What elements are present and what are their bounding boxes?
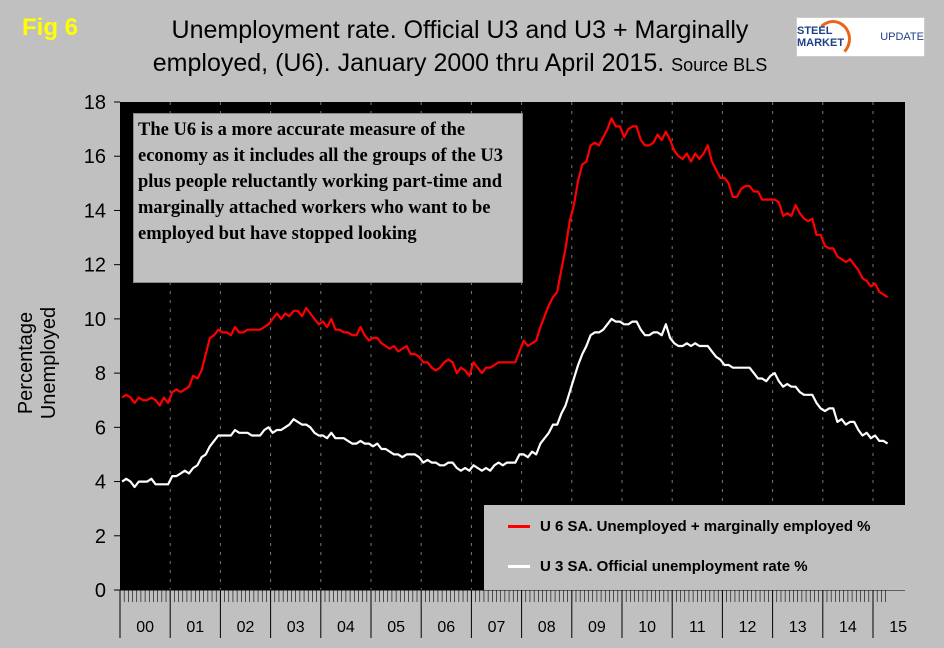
steel-market-update-logo: STEEL MARKET UPDATE [796, 17, 925, 58]
y-tick-label: 2 [95, 526, 106, 548]
logo-arc-icon [815, 20, 851, 58]
x-tick-label: 08 [538, 619, 556, 636]
x-tick-label: 14 [839, 619, 857, 636]
y-tick-label: 12 [84, 255, 106, 277]
series-line-u3 [121, 317, 889, 489]
y-tick-label: 8 [95, 363, 106, 385]
y-tick-label: 6 [95, 417, 106, 439]
logo-text-a: STEEL MARKET [797, 25, 845, 49]
x-tick-label: 09 [588, 619, 606, 636]
y-tick-label: 14 [84, 200, 106, 222]
x-tick-label: 02 [237, 619, 255, 636]
x-tick-label: 04 [337, 619, 355, 636]
annotation-box: The U6 is a more accurate measure of the… [133, 113, 523, 283]
legend-swatch-u3 [508, 565, 530, 568]
x-tick-label: 01 [186, 619, 204, 636]
y-tick-label: 16 [84, 146, 106, 168]
x-tick-label: 13 [789, 619, 807, 636]
y-tick-label: 10 [84, 309, 106, 331]
legend-label-u3: U 3 SA. Official unemployment rate % [540, 558, 808, 575]
title-line-1: Unemployment rate. Official U3 and U3 + … [171, 16, 749, 44]
logo-text-b: UPDATE [880, 31, 924, 43]
title-line-2: employed, (U6). January 2000 thru April … [152, 49, 665, 77]
figure-label: Fig 6 [22, 14, 79, 41]
legend-label-u6: U 6 SA. Unemployed + marginally employed… [540, 518, 871, 535]
x-tick-label: 03 [287, 619, 305, 636]
y-tick-label: 18 [84, 92, 106, 114]
legend-item-u6: U 6 SA. Unemployed + marginally employed… [508, 518, 871, 535]
legend-item-u3: U 3 SA. Official unemployment rate % [508, 558, 808, 575]
x-tick-label: 11 [689, 619, 706, 636]
x-tick-label: 15 [889, 619, 907, 636]
y-axis-label: Percentage Unemployed [15, 306, 60, 420]
x-tick-label: 00 [136, 619, 154, 636]
x-tick-label: 12 [739, 619, 757, 636]
x-tick-label: 06 [437, 619, 455, 636]
y-tick-label: 0 [95, 580, 106, 602]
source-label: Source BLS [671, 55, 768, 75]
x-tick-label: 05 [387, 619, 405, 636]
y-tick-label: 4 [95, 472, 106, 494]
series-line-u6 [121, 117, 889, 407]
legend-swatch-u6 [508, 525, 530, 528]
x-tick-label: 07 [488, 619, 506, 636]
legend: U 6 SA. Unemployed + marginally employed… [484, 505, 905, 590]
chart-title: Unemployment rate. Official U3 and U3 + … [120, 14, 800, 82]
x-tick-label: 10 [638, 619, 656, 636]
